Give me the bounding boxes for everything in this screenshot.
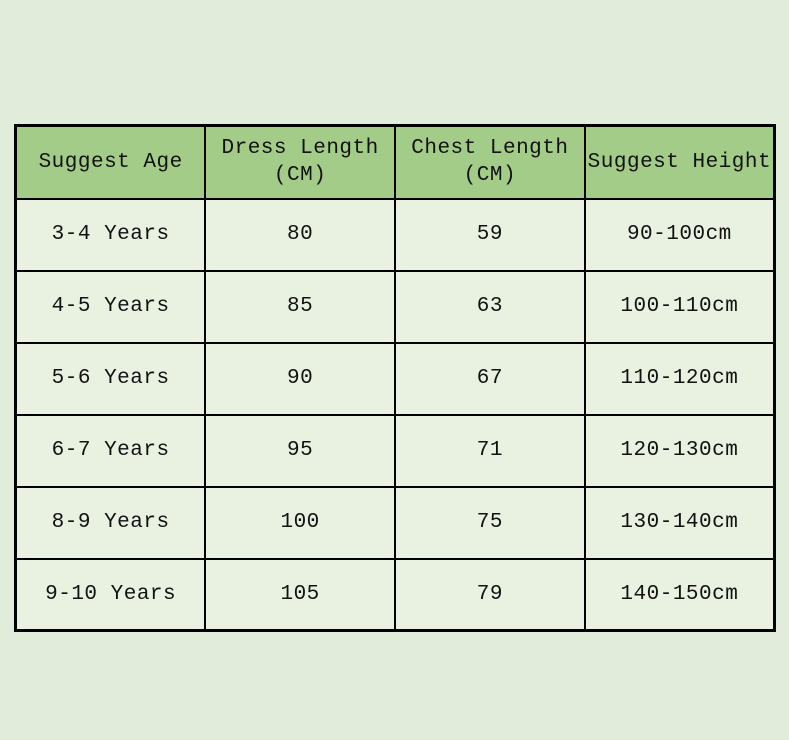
table-cell-age: 8-9 Years [14, 485, 207, 560]
table-row: 5-6 Years 90 67 110-120cm [14, 341, 776, 416]
table-cell-dress-length: 90 [204, 341, 396, 416]
table-cell-height: 110-120cm [583, 341, 776, 416]
table-row: 4-5 Years 85 63 100-110cm [14, 269, 776, 344]
table-cell-age: 9-10 Years [14, 557, 207, 632]
column-header-dress-length: Dress Length (CM) [204, 124, 396, 200]
column-header-label: Chest Length [411, 137, 569, 161]
table-cell-height: 130-140cm [583, 485, 776, 560]
table-cell-dress-length: 85 [204, 269, 396, 344]
table-cell-dress-length: 100 [204, 485, 396, 560]
table-cell-height: 90-100cm [583, 197, 776, 272]
table-row: 3-4 Years 80 59 90-100cm [14, 197, 776, 272]
table-cell-chest-length: 63 [394, 269, 586, 344]
table-cell-age: 6-7 Years [14, 413, 207, 488]
size-chart-table: Suggest Age Dress Length (CM) Chest Leng… [14, 124, 776, 632]
table-row: 6-7 Years 95 71 120-130cm [14, 413, 776, 488]
column-header-label: Suggest Age [38, 150, 183, 174]
column-header-sublabel: (CM) [273, 164, 327, 188]
table-cell-height: 100-110cm [583, 269, 776, 344]
table-cell-age: 3-4 Years [14, 197, 207, 272]
table-cell-height: 140-150cm [583, 557, 776, 632]
column-header-label: Suggest Height [587, 150, 772, 174]
column-header-label: Dress Length [221, 137, 379, 161]
table-cell-chest-length: 71 [394, 413, 586, 488]
table-cell-chest-length: 75 [394, 485, 586, 560]
table-cell-dress-length: 105 [204, 557, 396, 632]
table-cell-dress-length: 80 [204, 197, 396, 272]
column-header-suggest-age: Suggest Age [14, 124, 207, 200]
table-cell-age: 4-5 Years [14, 269, 207, 344]
header-row: Suggest Age Dress Length (CM) Chest Leng… [14, 124, 776, 200]
table-cell-chest-length: 59 [394, 197, 586, 272]
table-cell-height: 120-130cm [583, 413, 776, 488]
column-header-suggest-height: Suggest Height [583, 124, 776, 200]
table-row: 9-10 Years 105 79 140-150cm [14, 557, 776, 632]
table-cell-chest-length: 79 [394, 557, 586, 632]
column-header-sublabel: (CM) [463, 164, 517, 188]
table-cell-dress-length: 95 [204, 413, 396, 488]
column-header-chest-length: Chest Length (CM) [394, 124, 586, 200]
table-cell-chest-length: 67 [394, 341, 586, 416]
table-cell-age: 5-6 Years [14, 341, 207, 416]
table-row: 8-9 Years 100 75 130-140cm [14, 485, 776, 560]
